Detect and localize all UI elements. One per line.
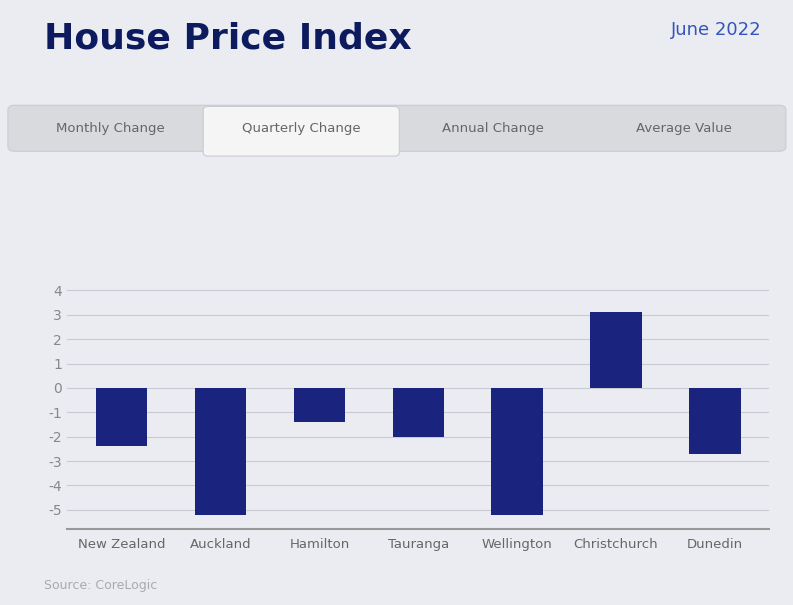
Text: Quarterly Change: Quarterly Change	[242, 122, 361, 135]
Bar	[590, 312, 642, 388]
Text: June 2022: June 2022	[671, 21, 761, 39]
Text: Source: CoreLogic: Source: CoreLogic	[44, 579, 157, 592]
Bar	[492, 388, 543, 515]
Bar	[195, 388, 247, 515]
Text: Average Value: Average Value	[636, 122, 732, 135]
Bar	[393, 388, 444, 437]
Bar	[96, 388, 147, 446]
Text: Monthly Change: Monthly Change	[56, 122, 164, 135]
Text: House Price Index: House Price Index	[44, 21, 412, 55]
Bar	[293, 388, 345, 422]
Text: Annual Change: Annual Change	[442, 122, 543, 135]
Bar	[689, 388, 741, 454]
